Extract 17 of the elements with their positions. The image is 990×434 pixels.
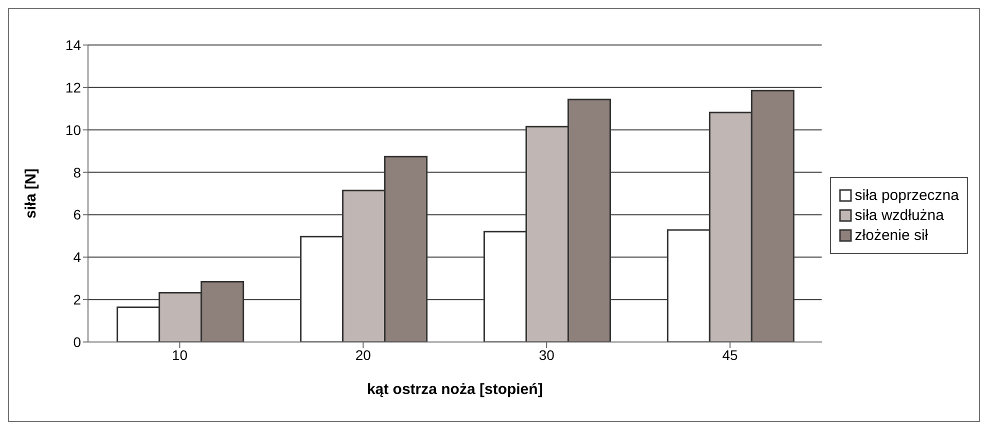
- y-tick-label: 2: [73, 292, 82, 308]
- y-tick-label: 10: [65, 122, 82, 138]
- x-tick-label: 30: [538, 346, 555, 363]
- x-axis-title: kąt ostrza noża [stopień]: [366, 381, 543, 398]
- y-tick-label: 4: [73, 249, 82, 266]
- y-axis-title: siła [N]: [22, 168, 40, 219]
- y-tick-label: 14: [65, 36, 82, 53]
- x-tick-label: 10: [172, 346, 188, 363]
- legend-label: złożenie sił: [854, 226, 928, 244]
- y-tick-label: 8: [73, 164, 82, 180]
- x-tick-label: 20: [355, 346, 372, 363]
- x-tick-label: 45: [722, 346, 738, 363]
- y-tick-label: 0: [73, 334, 82, 350]
- legend-label: siła poprzeczna: [854, 186, 959, 204]
- legend-label: siła wzdłużna: [854, 206, 944, 224]
- y-tick-label: 6: [73, 206, 82, 223]
- y-tick-label: 12: [65, 79, 82, 96]
